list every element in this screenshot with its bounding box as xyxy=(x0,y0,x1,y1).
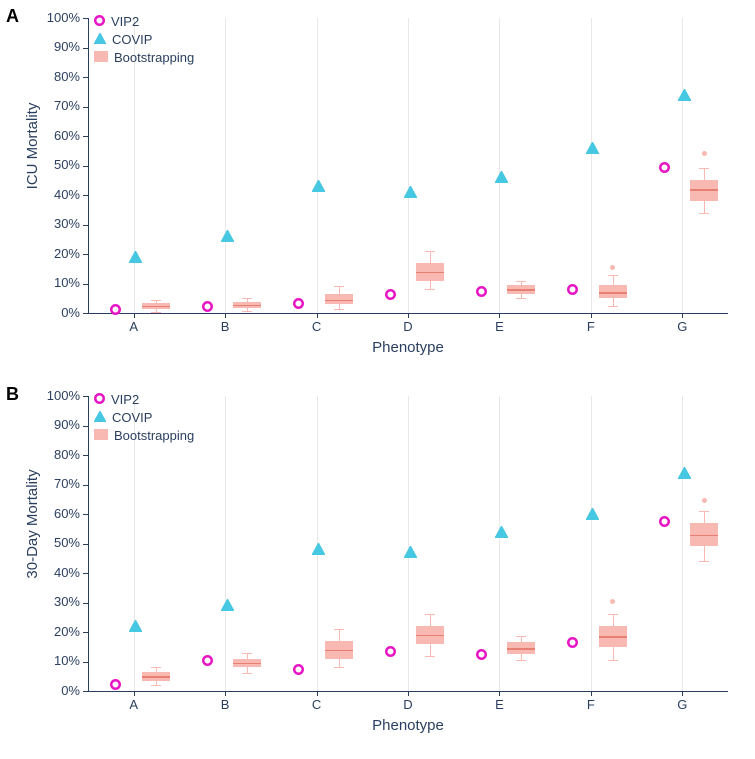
outlier-point xyxy=(610,599,615,604)
category-guide xyxy=(682,18,683,313)
covip-point xyxy=(495,170,508,188)
x-tick-label: E xyxy=(479,319,519,334)
panel-A: A0%10%20%30%40%50%60%70%80%90%100%ABCDEF… xyxy=(0,0,755,370)
category-guide xyxy=(408,396,409,691)
x-tick-label: G xyxy=(662,697,702,712)
vip2-point xyxy=(385,287,396,305)
legend-item-covip: COVIP xyxy=(94,410,152,425)
boot-icon xyxy=(94,50,108,65)
x-tick-label: A xyxy=(114,319,154,334)
covip-point xyxy=(678,88,691,106)
vip2-point xyxy=(385,644,396,662)
vip2-point xyxy=(293,662,304,680)
panel-letter: B xyxy=(6,384,19,405)
legend-label: COVIP xyxy=(112,32,152,47)
y-axis-label: ICU Mortality xyxy=(24,66,41,226)
legend-label: VIP2 xyxy=(111,392,139,407)
legend-item-boot: Bootstrapping xyxy=(94,428,194,443)
legend-label: Bootstrapping xyxy=(114,428,194,443)
covip-point xyxy=(404,185,417,203)
y-tick-label: 0% xyxy=(30,305,80,320)
panel-B: B0%10%20%30%40%50%60%70%80%90%100%ABCDEF… xyxy=(0,378,755,758)
category-guide xyxy=(591,396,592,691)
vip2-point xyxy=(659,514,670,532)
vip2-point xyxy=(202,653,213,671)
x-tick-label: F xyxy=(571,697,611,712)
category-guide xyxy=(591,18,592,313)
x-tick-label: F xyxy=(571,319,611,334)
category-guide xyxy=(408,18,409,313)
vip2-point xyxy=(659,160,670,178)
legend-item-covip: COVIP xyxy=(94,32,152,47)
vip2-icon xyxy=(94,14,105,29)
boot-icon xyxy=(94,428,108,443)
covip-point xyxy=(129,619,142,637)
x-tick-label: A xyxy=(114,697,154,712)
covip-point xyxy=(678,466,691,484)
covip-point xyxy=(495,525,508,543)
y-tick-label: 0% xyxy=(30,683,80,698)
figure: A0%10%20%30%40%50%60%70%80%90%100%ABCDEF… xyxy=(0,0,755,759)
legend-label: Bootstrapping xyxy=(114,50,194,65)
vip2-point xyxy=(476,647,487,665)
vip2-point xyxy=(476,284,487,302)
x-tick-label: C xyxy=(297,319,337,334)
legend-label: VIP2 xyxy=(111,14,139,29)
x-tick-label: B xyxy=(205,697,245,712)
y-tick-label: 90% xyxy=(30,39,80,54)
y-axis-label: 30-Day Mortality xyxy=(24,444,41,604)
legend: VIP2 COVIP Bootstrapping xyxy=(94,392,314,452)
category-guide xyxy=(499,396,500,691)
covip-point xyxy=(312,542,325,560)
covip-icon xyxy=(94,410,106,425)
x-tick-label: D xyxy=(388,697,428,712)
x-axis-label: Phenotype xyxy=(308,339,508,356)
y-tick-label: 10% xyxy=(30,653,80,668)
legend-label: COVIP xyxy=(112,410,152,425)
x-tick-label: C xyxy=(297,697,337,712)
covip-point xyxy=(221,229,234,247)
vip2-point xyxy=(567,282,578,300)
covip-point xyxy=(586,141,599,159)
vip2-icon xyxy=(94,392,105,407)
covip-point xyxy=(404,545,417,563)
y-tick-label: 20% xyxy=(30,624,80,639)
category-guide xyxy=(682,396,683,691)
category-guide xyxy=(499,18,500,313)
panel-letter: A xyxy=(6,6,19,27)
legend-item-vip2: VIP2 xyxy=(94,14,139,29)
vip2-point xyxy=(567,635,578,653)
y-tick-label: 100% xyxy=(30,10,80,25)
covip-point xyxy=(312,179,325,197)
covip-point xyxy=(586,507,599,525)
outlier-point xyxy=(702,498,707,503)
y-tick-label: 100% xyxy=(30,388,80,403)
vip2-point xyxy=(293,296,304,314)
x-tick-label: G xyxy=(662,319,702,334)
legend: VIP2 COVIP Bootstrapping xyxy=(94,14,314,74)
category-guide xyxy=(317,18,318,313)
legend-item-vip2: VIP2 xyxy=(94,392,139,407)
x-axis-label: Phenotype xyxy=(308,717,508,734)
vip2-point xyxy=(110,302,121,320)
x-tick-label: B xyxy=(205,319,245,334)
y-tick-label: 20% xyxy=(30,246,80,261)
vip2-point xyxy=(202,299,213,317)
covip-icon xyxy=(94,32,106,47)
y-tick-label: 90% xyxy=(30,417,80,432)
vip2-point xyxy=(110,677,121,695)
x-tick-label: D xyxy=(388,319,428,334)
y-tick-label: 10% xyxy=(30,275,80,290)
x-tick-label: E xyxy=(479,697,519,712)
outlier-point xyxy=(702,151,707,156)
covip-point xyxy=(221,598,234,616)
legend-item-boot: Bootstrapping xyxy=(94,50,194,65)
covip-point xyxy=(129,250,142,268)
